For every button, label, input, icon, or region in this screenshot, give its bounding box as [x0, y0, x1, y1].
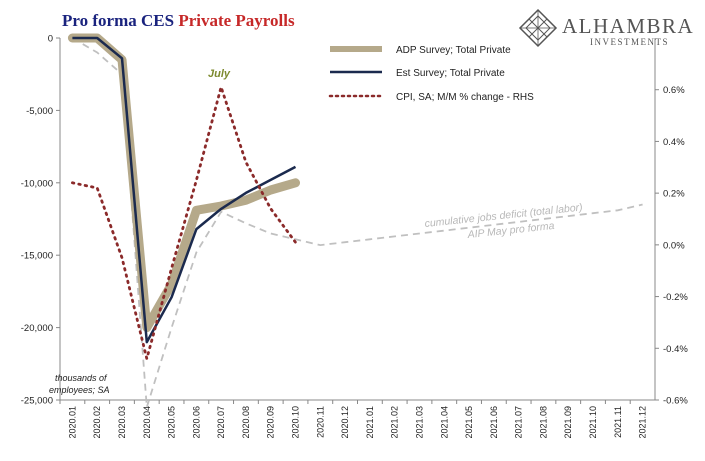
legend-label-est: Est Survey; Total Private — [396, 68, 505, 79]
legend-label-cpi: CPI, SA; M/M % change - RHS — [396, 92, 534, 103]
x-tick-label: 2020.07 — [216, 406, 226, 439]
x-tick-label: 2021.12 — [638, 406, 648, 439]
right-tick-label: 0.2% — [663, 189, 685, 200]
x-tick-label: 2021.01 — [365, 406, 375, 439]
x-tick-label: 2021.04 — [439, 406, 449, 439]
series-adp-line — [67, 33, 300, 333]
annotation-july: July — [208, 68, 231, 80]
x-tick-label: 2020.04 — [142, 406, 152, 439]
chart-title-part1: Pro forma CES — [62, 11, 178, 30]
series-layer — [67, 33, 643, 408]
right-tick-label: 0.0% — [663, 240, 685, 251]
series-jobs-deficit-line — [71, 37, 643, 408]
annotation-units-line2: employees; SA — [49, 385, 110, 395]
x-tick-label: 2020.05 — [167, 406, 177, 439]
logo-name: ALHAMBRA — [562, 14, 694, 38]
x-tick-label: 2020.10 — [291, 406, 301, 439]
annotation-units-line1: thousands of — [55, 373, 108, 383]
legend: ADP Survey; Total Private Est Survey; To… — [328, 45, 534, 103]
left-tick-label: -10,000 — [21, 178, 53, 189]
x-tick-label: 2020.09 — [266, 406, 276, 439]
logo-sub: INVESTMENTS — [590, 37, 669, 47]
x-tick-label: 2020.06 — [191, 406, 201, 439]
chart-title-part2: Private Payrolls — [178, 11, 295, 30]
x-axis-ticks: 2020.01 2020.02 2020.03 2020.04 2020.05 2020.… — [59, 400, 648, 439]
x-tick-label: 2021.09 — [563, 406, 573, 439]
x-tick-label: 2020.03 — [117, 406, 127, 439]
left-tick-label: 0 — [48, 34, 53, 45]
x-tick-label: 2021.02 — [390, 406, 400, 439]
x-tick-label: 2020.12 — [340, 406, 350, 439]
x-tick-label: 2020.02 — [92, 406, 102, 439]
right-axis-ticks: 0.6% 0.4% 0.2% 0.0% -0.2% -0.4% -0.6% — [655, 85, 688, 407]
x-tick-label: 2020.11 — [315, 406, 325, 438]
x-tick-label: 2021.06 — [489, 406, 499, 439]
x-tick-label: 2020.01 — [67, 406, 77, 439]
x-tick-label: 2021.05 — [464, 406, 474, 439]
left-tick-label: -20,000 — [21, 323, 53, 334]
right-tick-label: 0.4% — [663, 137, 685, 148]
x-tick-label: 2020.08 — [241, 406, 251, 439]
diamond-lattice-icon — [518, 8, 558, 48]
x-tick-label: 2021.07 — [514, 406, 524, 439]
x-tick-label: 2021.03 — [414, 406, 424, 439]
x-tick-label: 2021.10 — [588, 406, 598, 439]
series-cpi-line — [71, 82, 297, 365]
left-tick-label: -25,000 — [21, 396, 53, 407]
x-tick-label: 2021.08 — [538, 406, 548, 439]
x-tick-label: 2021.11 — [613, 406, 623, 438]
right-tick-label: -0.6% — [663, 396, 688, 407]
left-axis-ticks: 0 -5,000 -10,000 -15,000 -20,000 -25,000 — [21, 34, 60, 407]
right-tick-label: -0.4% — [663, 344, 688, 355]
right-tick-label: -0.2% — [663, 292, 688, 303]
left-tick-label: -15,000 — [21, 251, 53, 262]
right-tick-label: 0.6% — [663, 85, 685, 96]
legend-label-adp: ADP Survey; Total Private — [396, 45, 511, 56]
chart-title: Pro forma CES Private Payrolls — [62, 11, 295, 30]
left-tick-label: -5,000 — [26, 106, 53, 117]
logo: ALHAMBRA INVESTMENTS — [518, 8, 694, 48]
